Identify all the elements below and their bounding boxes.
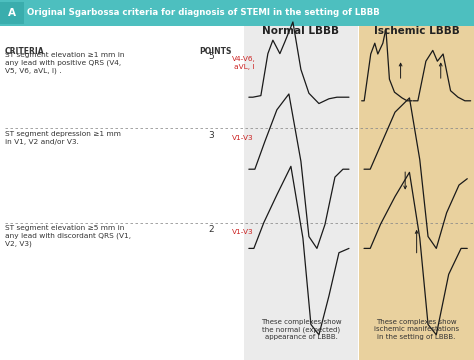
Text: CRITERIA: CRITERIA bbox=[5, 47, 45, 56]
Text: 5: 5 bbox=[209, 52, 214, 61]
Text: 3: 3 bbox=[209, 131, 214, 140]
Text: Original Sgarbossa criteria for diagnosis of STEMI in the setting of LBBB: Original Sgarbossa criteria for diagnosi… bbox=[27, 9, 380, 18]
Text: V1-V3: V1-V3 bbox=[232, 229, 254, 235]
Text: POINTS: POINTS bbox=[199, 47, 231, 56]
FancyBboxPatch shape bbox=[359, 26, 474, 360]
Text: ST segment elevation ≥5 mm in
any lead with discordant QRS (V1,
V2, V3): ST segment elevation ≥5 mm in any lead w… bbox=[5, 225, 131, 247]
Text: V4-V6,
aVL, I: V4-V6, aVL, I bbox=[232, 56, 256, 70]
Text: V1-V3: V1-V3 bbox=[232, 135, 254, 141]
Text: ST segment elevation ≥1 mm in
any lead with positive QRS (V4,
V5, V6, aVL, I) .: ST segment elevation ≥1 mm in any lead w… bbox=[5, 52, 124, 74]
Text: ST segment depression ≥1 mm
in V1, V2 and/or V3.: ST segment depression ≥1 mm in V1, V2 an… bbox=[5, 131, 121, 145]
Text: 2: 2 bbox=[209, 225, 214, 234]
FancyBboxPatch shape bbox=[0, 2, 24, 24]
FancyBboxPatch shape bbox=[0, 0, 474, 26]
FancyBboxPatch shape bbox=[244, 26, 358, 360]
Text: Normal LBBB: Normal LBBB bbox=[263, 26, 339, 36]
Text: These complexes show
the normal (expected)
appearance of LBBB.: These complexes show the normal (expecte… bbox=[261, 319, 341, 340]
Text: Ischemic LBBB: Ischemic LBBB bbox=[374, 26, 459, 36]
Text: A: A bbox=[8, 8, 16, 18]
Text: These complexes show
ischemic manifestations
in the setting of LBBB.: These complexes show ischemic manifestat… bbox=[374, 319, 459, 339]
